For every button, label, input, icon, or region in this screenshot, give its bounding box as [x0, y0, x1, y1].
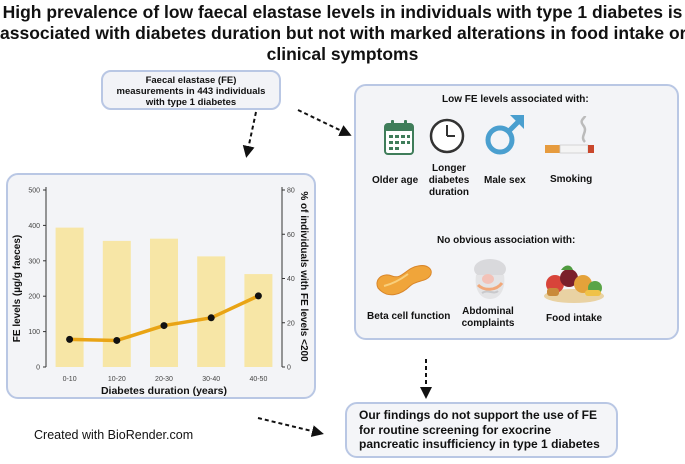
conclusion-box: Our findings do not support the use of F… [345, 402, 618, 458]
right-tick-label-40: 40 [287, 276, 295, 283]
abdominal-line-1: Abdominal [462, 306, 514, 317]
left-tick-label-0: 0 [36, 365, 40, 372]
conclusion-line-3: pancreatic insufficiency in type 1 diabe… [359, 437, 600, 451]
title-line-3: clinical symptoms [266, 44, 419, 64]
x-tick-label-10-20: 10-20 [108, 376, 126, 383]
fe-box-line-3: with type 1 diabetes [145, 97, 237, 108]
no-association-header: No obvious association with: [437, 235, 576, 246]
title-line-2: associated with diabetes duration but no… [0, 23, 685, 43]
beta-cell-label: Beta cell function [367, 311, 451, 322]
left-tick-label-200: 200 [28, 294, 40, 301]
older-age-label: Older age [372, 175, 419, 186]
line-point-20-30 [160, 322, 168, 330]
bar-20-30 [150, 238, 178, 367]
cigarette-icon [545, 116, 594, 154]
longer-duration-line-1: Longer [432, 163, 466, 174]
x-tick-label-0-10: 0-10 [63, 376, 77, 383]
right-tick-label-0: 0 [287, 365, 291, 372]
fe-measurements-box: Faecal elastase (FE) measurements in 443… [101, 70, 281, 110]
arrow-credit-to-conclusion [257, 417, 324, 437]
bar-10-20 [102, 240, 131, 367]
longer-duration-label: Longer diabetes duration [422, 163, 476, 199]
calendar-icon [384, 120, 414, 155]
abdominal-label: Abdominal complaints [456, 306, 520, 330]
bar-0-10 [55, 227, 84, 367]
main-title: High prevalence of low faecal elastase l… [0, 2, 685, 65]
food-intake-label: Food intake [546, 313, 603, 324]
low-fe-header: Low FE levels associated with: [442, 94, 589, 105]
male-sex-label: Male sex [484, 175, 526, 186]
line-point-0-10 [66, 335, 74, 343]
arrow-fe-to-chart [242, 111, 257, 158]
male-symbol-icon [485, 115, 524, 155]
smoking-label: Smoking [550, 174, 593, 185]
right-axis-label: % of individuals with FE levels <200 [298, 191, 309, 362]
title-line-1: High prevalence of low faecal elastase l… [2, 2, 683, 22]
clock-icon [429, 118, 465, 154]
line-point-40-50 [254, 292, 262, 300]
x-axis-label: Diabetes duration (years) [101, 385, 227, 397]
food-icon [544, 265, 604, 303]
left-axis-label: FE levels (µg/g faeces) [12, 235, 23, 342]
x-tick-label-40-50: 40-50 [249, 376, 267, 383]
right-tick-label-60: 60 [287, 232, 295, 239]
abdominal-line-2: complaints [461, 318, 515, 329]
right-tick-label-20: 20 [287, 320, 295, 327]
left-tick-label-400: 400 [28, 223, 40, 230]
pancreas-icon [376, 265, 432, 296]
line-point-30-40 [207, 314, 215, 322]
longer-duration-line-3: duration [429, 187, 469, 198]
biorender-credit: Created with BioRender.com [34, 428, 194, 442]
bar-40-50 [244, 274, 273, 367]
abdominal-icon [474, 259, 506, 299]
line-point-10-20 [113, 336, 121, 344]
left-tick-label-300: 300 [28, 258, 40, 265]
x-tick-label-30-40: 30-40 [202, 376, 220, 383]
arrow-fe-to-associations [297, 109, 352, 136]
conclusion-line-2: for routine screening for exocrine [359, 422, 552, 437]
left-tick-label-500: 500 [28, 188, 40, 195]
fe-box-line-1: Faecal elastase (FE) [145, 75, 237, 86]
x-tick-label-20-30: 20-30 [155, 376, 173, 383]
right-tick-label-80: 80 [287, 188, 295, 195]
longer-duration-line-2: diabetes [428, 175, 470, 186]
fe-box-line-2: measurements in 443 individuals [116, 86, 266, 97]
conclusion-line-1: Our findings do not support the use of F… [359, 408, 597, 422]
left-tick-label-100: 100 [28, 329, 40, 336]
